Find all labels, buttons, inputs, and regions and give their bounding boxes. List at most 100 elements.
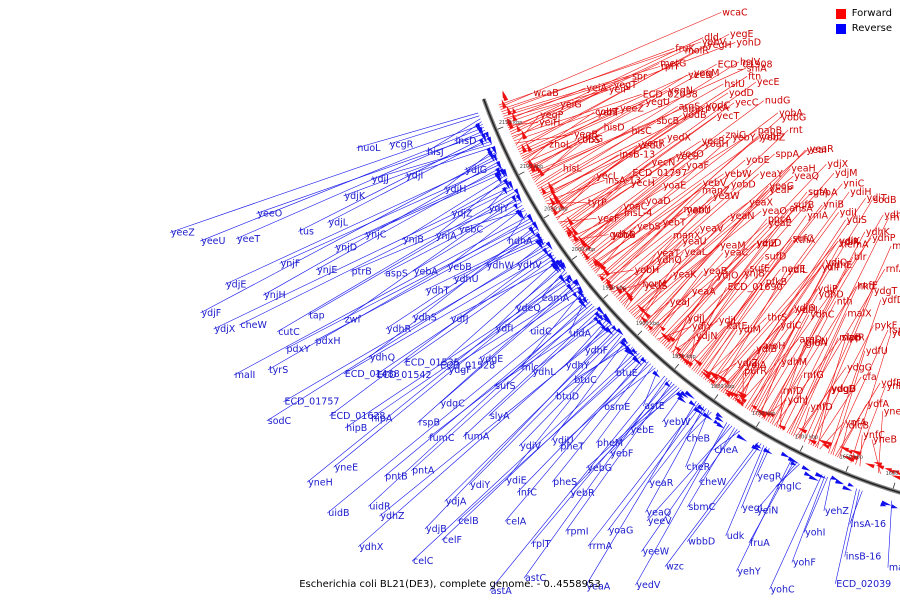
forward-gene-label: yobE [746, 155, 769, 166]
reverse-feature-arrow [808, 474, 819, 482]
forward-leader-line [810, 325, 874, 446]
reverse-leader-line [277, 191, 515, 333]
forward-gene-label: shiA [747, 63, 768, 74]
reverse-gene-label: celA [506, 516, 527, 527]
reverse-leader-line [169, 124, 483, 233]
reverse-leader-line [756, 448, 770, 477]
forward-leader-line [606, 209, 683, 287]
forward-feature-arrow [571, 232, 580, 242]
reverse-feature-arrow [640, 356, 647, 364]
reverse-gene-label: ynjC [365, 230, 386, 241]
forward-feature-arrow [581, 249, 590, 261]
reverse-leader-line [565, 381, 673, 532]
forward-gene-label: yneB [873, 434, 897, 445]
forward-leader-line [506, 122, 539, 126]
reverse-gene-label: ydhS [413, 312, 437, 323]
forward-leader-line [519, 89, 668, 155]
forward-leader-line [583, 234, 612, 259]
reverse-gene-label: yebC [459, 224, 483, 235]
reverse-gene-label: astE [644, 401, 665, 412]
forward-leader-line [812, 337, 847, 447]
reverse-gene-label: ydhV [517, 260, 542, 271]
forward-gene-label: nth [837, 296, 853, 307]
forward-gene-label: pykF [875, 320, 898, 331]
reverse-gene-label: cheW [240, 320, 267, 331]
reverse-gene-label: zwf [345, 314, 362, 325]
forward-gene-label: insL-4 [624, 208, 652, 219]
reverse-leader-line [551, 340, 627, 441]
forward-gene-label: xthA [793, 235, 815, 246]
reverse-gene-label: ydjX [214, 324, 235, 335]
forward-gene-label: ydiI [822, 263, 839, 274]
reverse-feature-arrow [558, 274, 567, 285]
forward-leader-line [710, 212, 839, 385]
forward-gene-label: ynfC [863, 430, 885, 441]
forward-leader-line [617, 202, 749, 300]
tick-label: 1850 kbp [672, 354, 696, 360]
reverse-leader-line [411, 350, 638, 562]
forward-gene-label: ydgI [892, 328, 900, 339]
reverse-gene-label: yeeO [257, 208, 282, 219]
reverse-gene-label: insA-16 [851, 519, 886, 530]
reverse-feature-arrow [517, 209, 525, 221]
reverse-gene-label: pntA [412, 466, 435, 477]
reverse-gene-label: ydjH [445, 184, 466, 195]
forward-gene-label: nudG [765, 96, 790, 107]
forward-leader-line [558, 217, 597, 223]
forward-leader-line [602, 184, 731, 283]
forward-leader-line [499, 12, 722, 108]
forward-gene-label: yeaG [769, 181, 794, 192]
reverse-feature-arrow [572, 279, 579, 287]
forward-gene-label: sufE [750, 264, 770, 275]
reverse-leader-line [439, 259, 558, 366]
reverse-leader-line [383, 202, 521, 274]
forward-leader-line [550, 105, 706, 210]
forward-feature-arrow [757, 410, 767, 418]
reverse-gene-label: yeaR [649, 478, 673, 489]
forward-gene-label: ydhP [872, 233, 896, 244]
forward-gene-label: ydhJ [788, 395, 808, 406]
backbone-core [482, 98, 900, 494]
forward-gene-label: purR [744, 366, 767, 377]
forward-gene-label: ynjB [744, 269, 765, 280]
reverse-gene-label: yebG [587, 463, 612, 474]
reverse-gene-label: pntB [385, 472, 407, 483]
reverse-gene-label: yeeW [642, 547, 669, 558]
forward-leader-line [535, 168, 563, 185]
reverse-leader-line [844, 489, 860, 557]
forward-leader-line [803, 245, 892, 442]
forward-gene-label: yecE [757, 77, 780, 88]
reverse-gene-label: fumA [464, 432, 490, 443]
tick-label: 1650 kbp [839, 455, 863, 461]
forward-gene-label: yecP [702, 136, 725, 147]
forward-gene-label: gdhA [610, 230, 635, 241]
forward-gene-label: yecI [596, 171, 616, 182]
forward-feature-arrow [512, 107, 517, 115]
reverse-feature-arrow [547, 252, 555, 263]
reverse-feature-arrow [531, 221, 540, 232]
reverse-gene-label: ydhU [454, 274, 479, 285]
tick-mark [518, 171, 525, 175]
reverse-gene-label: yebW [663, 417, 690, 428]
legend-forward: Forward [835, 8, 892, 19]
forward-gene-label: cobS [577, 135, 600, 146]
reverse-leader-line [494, 264, 562, 329]
forward-leader-line [532, 130, 631, 179]
forward-gene-label: yeaV [700, 224, 724, 235]
reverse-feature-arrow [751, 444, 761, 452]
forward-feature-arrow [592, 259, 599, 267]
forward-leader-line [527, 64, 717, 170]
reverse-gene-label: yoaG [609, 526, 634, 537]
forward-gene-label: yegB [574, 129, 598, 140]
forward-leader-line [628, 175, 794, 313]
forward-gene-label: gapA [813, 187, 838, 198]
reverse-feature-arrow [499, 168, 506, 178]
forward-gene-label: yeiP [609, 85, 629, 96]
forward-leader-line [682, 256, 764, 363]
reverse-leader-line [736, 459, 792, 572]
tick-mark [674, 363, 680, 369]
forward-leader-line [644, 168, 791, 328]
forward-leader-line [547, 76, 748, 206]
reverse-gene-label: ydhW [487, 261, 515, 272]
reverse-gene-label: aspS [385, 269, 408, 280]
